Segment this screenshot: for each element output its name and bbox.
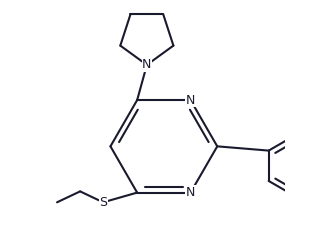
Text: S: S (99, 196, 107, 209)
Text: N: N (186, 94, 195, 107)
Text: N: N (142, 59, 152, 71)
Text: N: N (186, 186, 195, 199)
